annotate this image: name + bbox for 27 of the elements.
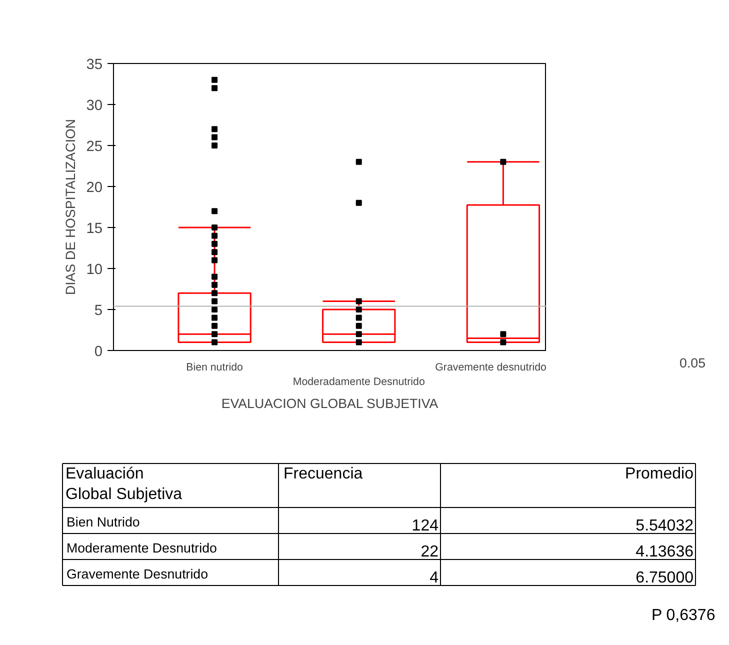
- category-label: Moderamente Desnutrido: [66, 540, 217, 556]
- text: P 0,6376: [651, 607, 716, 624]
- data-label: 6.75000: [636, 570, 694, 586]
- y-tick-label: 0: [94, 344, 103, 360]
- data-label: 5.54032: [636, 518, 694, 534]
- data-label: 4: [430, 570, 439, 586]
- y-tick-label: 20: [86, 180, 103, 196]
- y-tick-label: 15: [86, 221, 103, 237]
- category-label: Bien Nutrido: [66, 514, 140, 530]
- y-tick-label: 30: [86, 98, 103, 114]
- data-label: 4.13636: [636, 544, 694, 560]
- text: Evaluación Global Subjetiva: [66, 466, 182, 503]
- y-tick-label: 5: [94, 303, 103, 319]
- data-label: 124: [412, 518, 439, 534]
- x-tick-label: Gravemente desnutrido: [435, 362, 547, 374]
- series-label: Frecuencia: [284, 466, 363, 482]
- text: Promedio: [625, 466, 694, 482]
- data-label: 22: [420, 544, 439, 560]
- y-tick-label: 10: [86, 262, 103, 278]
- x-axis-title: EVALUACION GLOBAL SUBJETIVA: [221, 396, 438, 411]
- y-tick-label: 35: [86, 57, 103, 73]
- y-axis-title: DIAS DE HOSPITALIZACION: [63, 118, 78, 296]
- x-tick-label: Moderadamente Desnutrido: [292, 376, 425, 388]
- text: 0.05: [680, 356, 706, 370]
- y-tick-label: 25: [86, 139, 103, 155]
- x-tick-label: Bien nutrido: [186, 362, 244, 374]
- category-label: Gravemente Desnutrido: [66, 566, 208, 582]
